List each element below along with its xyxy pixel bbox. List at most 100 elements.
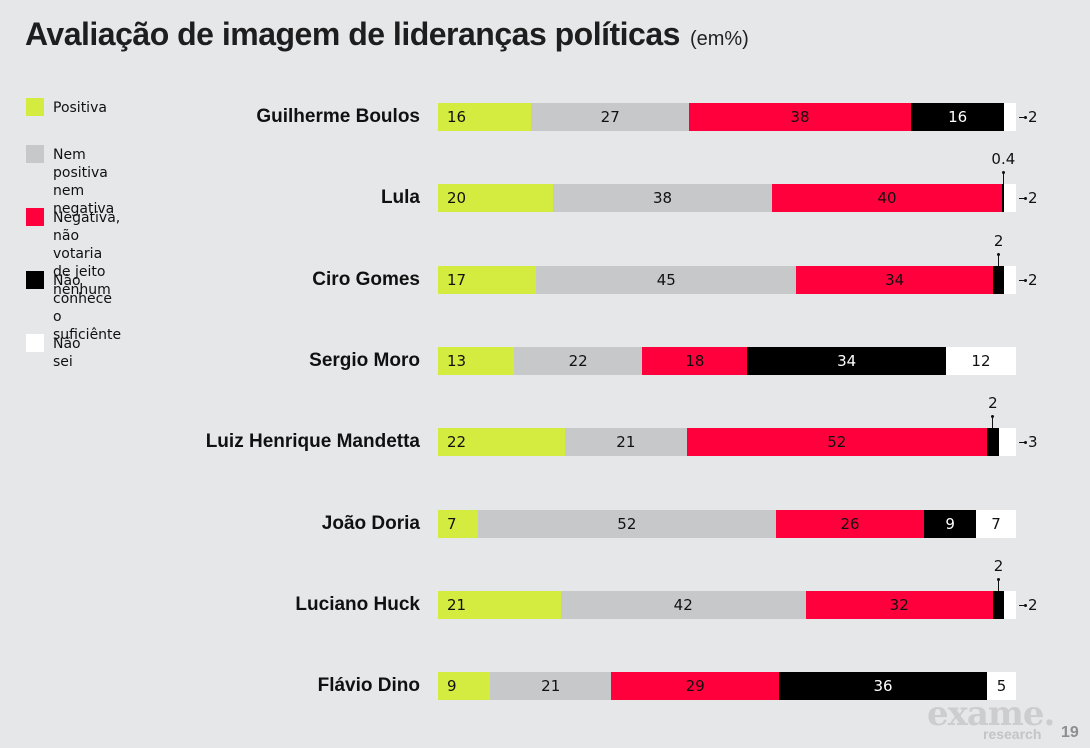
data-label-nao-conhece: 34 bbox=[837, 352, 857, 370]
bar-segment-nao-sei bbox=[1004, 591, 1016, 619]
chart-title: Avaliação de imagem de lideranças políti… bbox=[25, 16, 749, 53]
callout-dot bbox=[1024, 441, 1027, 444]
data-label-neutra: 42 bbox=[673, 596, 693, 614]
data-label-neutra: 38 bbox=[652, 189, 673, 207]
callout-leader bbox=[998, 254, 1000, 266]
candidate-name-flavio-dino: Flávio Dino bbox=[317, 675, 420, 696]
bar-segment-nao-conhece bbox=[910, 103, 1005, 131]
bar-segment-neutra bbox=[531, 103, 690, 131]
bar-segment-neutra bbox=[478, 510, 776, 538]
bar-segment-negativa bbox=[689, 103, 911, 131]
bar-segment-nao-conhece bbox=[987, 428, 999, 456]
legend-swatch bbox=[26, 145, 44, 163]
data-label-negativa: 18 bbox=[685, 352, 705, 370]
bar-segment-negativa bbox=[771, 184, 1003, 212]
data-label-positiva: 16 bbox=[447, 108, 467, 126]
callout-leader bbox=[1019, 605, 1025, 606]
data-label-neutra: 22 bbox=[568, 352, 588, 370]
legend-label: Não conhece o suficiênte bbox=[53, 273, 122, 343]
data-label-positiva: 13 bbox=[447, 352, 467, 370]
callout-dot bbox=[1024, 197, 1027, 200]
callout-dot bbox=[1024, 604, 1027, 607]
title-text: Avaliação de imagem de lideranças políti… bbox=[25, 16, 680, 52]
callout-leader bbox=[1002, 172, 1004, 184]
data-label-positiva: 7 bbox=[447, 515, 457, 533]
data-label-positiva: 22 bbox=[447, 433, 467, 451]
callout-dot bbox=[996, 578, 1000, 581]
legend-swatch bbox=[26, 271, 44, 289]
bar-segment-negativa bbox=[805, 591, 993, 619]
title-unit: (em%) bbox=[689, 28, 749, 50]
bar-segment-nao-sei bbox=[1004, 103, 1016, 131]
bar-segment-nao-sei bbox=[998, 428, 1016, 456]
page-number: 19 bbox=[1061, 724, 1079, 741]
callout-leader bbox=[1019, 442, 1025, 443]
callout-label-nao-conhece: 2 bbox=[993, 232, 1004, 250]
data-label-negativa: 29 bbox=[685, 677, 705, 695]
data-label-nao-sei: 7 bbox=[991, 515, 1001, 533]
data-label-positiva: 20 bbox=[447, 189, 467, 207]
bar-segment-nao-sei bbox=[1004, 266, 1016, 294]
data-label-nao-conhece: 16 bbox=[948, 108, 968, 126]
callout-leader bbox=[997, 579, 999, 591]
candidate-name-luciano-huck: Luciano Huck bbox=[295, 594, 420, 615]
legend-label: Nem positiva nem negativa bbox=[53, 147, 115, 217]
candidate-name-ciro-gomes: Ciro Gomes bbox=[312, 269, 420, 290]
legend-swatch bbox=[26, 334, 44, 352]
callout-label-nao-sei: 2 bbox=[1028, 108, 1038, 126]
legend-label: Não sei bbox=[53, 336, 81, 370]
bar-segment-positiva bbox=[438, 184, 554, 212]
data-label-negativa: 40 bbox=[877, 189, 897, 207]
bar-segment-nao-sei bbox=[945, 347, 1016, 375]
callout-label-nao-conhece: 2 bbox=[993, 557, 1004, 575]
callout-dot bbox=[997, 253, 1001, 256]
bar-segment-positiva bbox=[438, 510, 479, 538]
callout-label-nao-sei: 2 bbox=[1028, 189, 1038, 207]
callout-leader bbox=[1019, 117, 1025, 118]
data-label-nao-sei: 12 bbox=[971, 352, 991, 370]
bar-segment-negativa bbox=[775, 510, 925, 538]
candidate-name-sergio-moro: Sergio Moro bbox=[309, 350, 420, 371]
candidate-name-joao-doria: João Doria bbox=[321, 513, 420, 534]
bar-segment-nao-conhece bbox=[924, 510, 976, 538]
bar-segment-negativa bbox=[686, 428, 988, 456]
data-label-negativa: 34 bbox=[885, 271, 905, 289]
candidate-name-luiz-henrique-mandetta: Luiz Henrique Mandetta bbox=[205, 431, 420, 452]
callout-dot bbox=[1024, 279, 1027, 282]
data-label-neutra: 52 bbox=[617, 515, 637, 533]
bar-segment-negativa bbox=[642, 347, 748, 375]
legend-swatch bbox=[26, 208, 44, 226]
bar-segment-nao-conhece bbox=[992, 591, 1005, 619]
data-label-negativa: 32 bbox=[889, 596, 909, 614]
data-label-nao-conhece: 36 bbox=[873, 677, 893, 695]
bar-segment-neutra bbox=[565, 428, 687, 456]
data-label-positiva: 9 bbox=[447, 677, 457, 695]
bar-segment-neutra bbox=[513, 347, 643, 375]
bar-segment-positiva bbox=[438, 428, 566, 456]
legend-label: Positiva bbox=[53, 100, 107, 116]
callout-leader bbox=[1019, 280, 1025, 281]
data-label-negativa: 38 bbox=[790, 108, 810, 126]
bar-segment-nao-sei bbox=[987, 672, 1016, 700]
legend-label: Negativa, não votaria de jeito nenhum bbox=[53, 210, 121, 298]
bar-segment-neutra bbox=[536, 266, 797, 294]
bar-segment-nao-conhece bbox=[1002, 184, 1005, 212]
data-label-positiva: 17 bbox=[447, 271, 467, 289]
data-label-negativa: 52 bbox=[827, 433, 847, 451]
research-label: research bbox=[983, 726, 1042, 742]
bar-segment-positiva bbox=[438, 672, 491, 700]
bar-segment-positiva bbox=[438, 103, 532, 131]
legend-swatch bbox=[26, 98, 44, 116]
callout-dot bbox=[991, 415, 995, 418]
data-label-positiva: 21 bbox=[447, 596, 467, 614]
data-label-nao-sei: 5 bbox=[996, 677, 1007, 695]
data-label-negativa: 26 bbox=[840, 515, 860, 533]
bar-segment-nao-sei bbox=[975, 510, 1016, 538]
bar-segment-positiva bbox=[438, 347, 514, 375]
bar-segment-nao-conhece bbox=[779, 672, 988, 700]
bar-segment-negativa bbox=[611, 672, 779, 700]
callout-label-nao-sei: 2 bbox=[1028, 271, 1038, 289]
callout-label-nao-conhece: 2 bbox=[988, 394, 998, 412]
callout-dot bbox=[1001, 171, 1005, 174]
bar-segment-neutra bbox=[560, 591, 806, 619]
